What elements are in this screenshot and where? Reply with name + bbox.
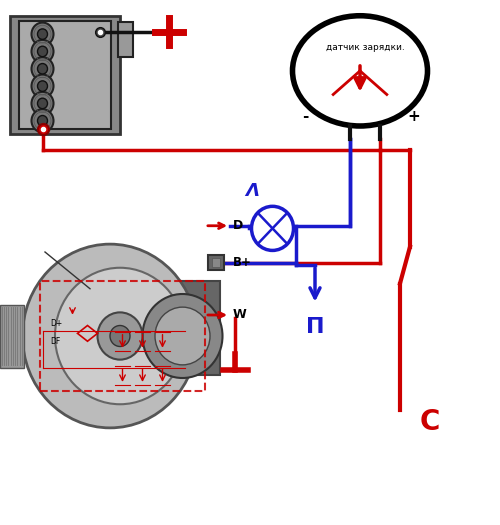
Circle shape — [38, 46, 48, 57]
Circle shape — [38, 98, 48, 109]
Circle shape — [32, 57, 54, 80]
Bar — [19, 21, 111, 129]
Bar — [208, 255, 224, 270]
Text: W: W — [232, 309, 246, 321]
Text: +: + — [408, 109, 420, 124]
Text: П: П — [306, 318, 324, 338]
Circle shape — [142, 294, 222, 378]
Circle shape — [32, 92, 54, 115]
Bar — [118, 22, 132, 57]
Circle shape — [55, 268, 185, 404]
Bar — [0, 304, 24, 368]
Text: D: D — [232, 219, 243, 232]
Circle shape — [252, 206, 294, 250]
Circle shape — [32, 40, 54, 63]
Circle shape — [110, 326, 130, 346]
Text: C: C — [420, 408, 440, 436]
Bar — [140, 281, 220, 375]
Circle shape — [38, 29, 48, 39]
Bar — [212, 258, 220, 267]
Circle shape — [38, 116, 48, 126]
Circle shape — [22, 244, 198, 428]
Text: -: - — [302, 109, 309, 124]
Text: D+: D+ — [50, 319, 62, 328]
Circle shape — [38, 64, 48, 74]
Text: DF: DF — [50, 337, 60, 346]
Circle shape — [38, 81, 48, 91]
Circle shape — [32, 75, 54, 98]
Circle shape — [32, 23, 54, 46]
Bar — [40, 281, 205, 391]
Ellipse shape — [292, 16, 428, 126]
Bar — [10, 16, 120, 134]
Circle shape — [155, 307, 210, 365]
Text: B+: B+ — [232, 256, 252, 269]
Text: Λ: Λ — [245, 182, 259, 200]
Circle shape — [32, 109, 54, 132]
Circle shape — [98, 312, 142, 360]
Text: датчик зарядки.: датчик зарядки. — [326, 43, 404, 52]
